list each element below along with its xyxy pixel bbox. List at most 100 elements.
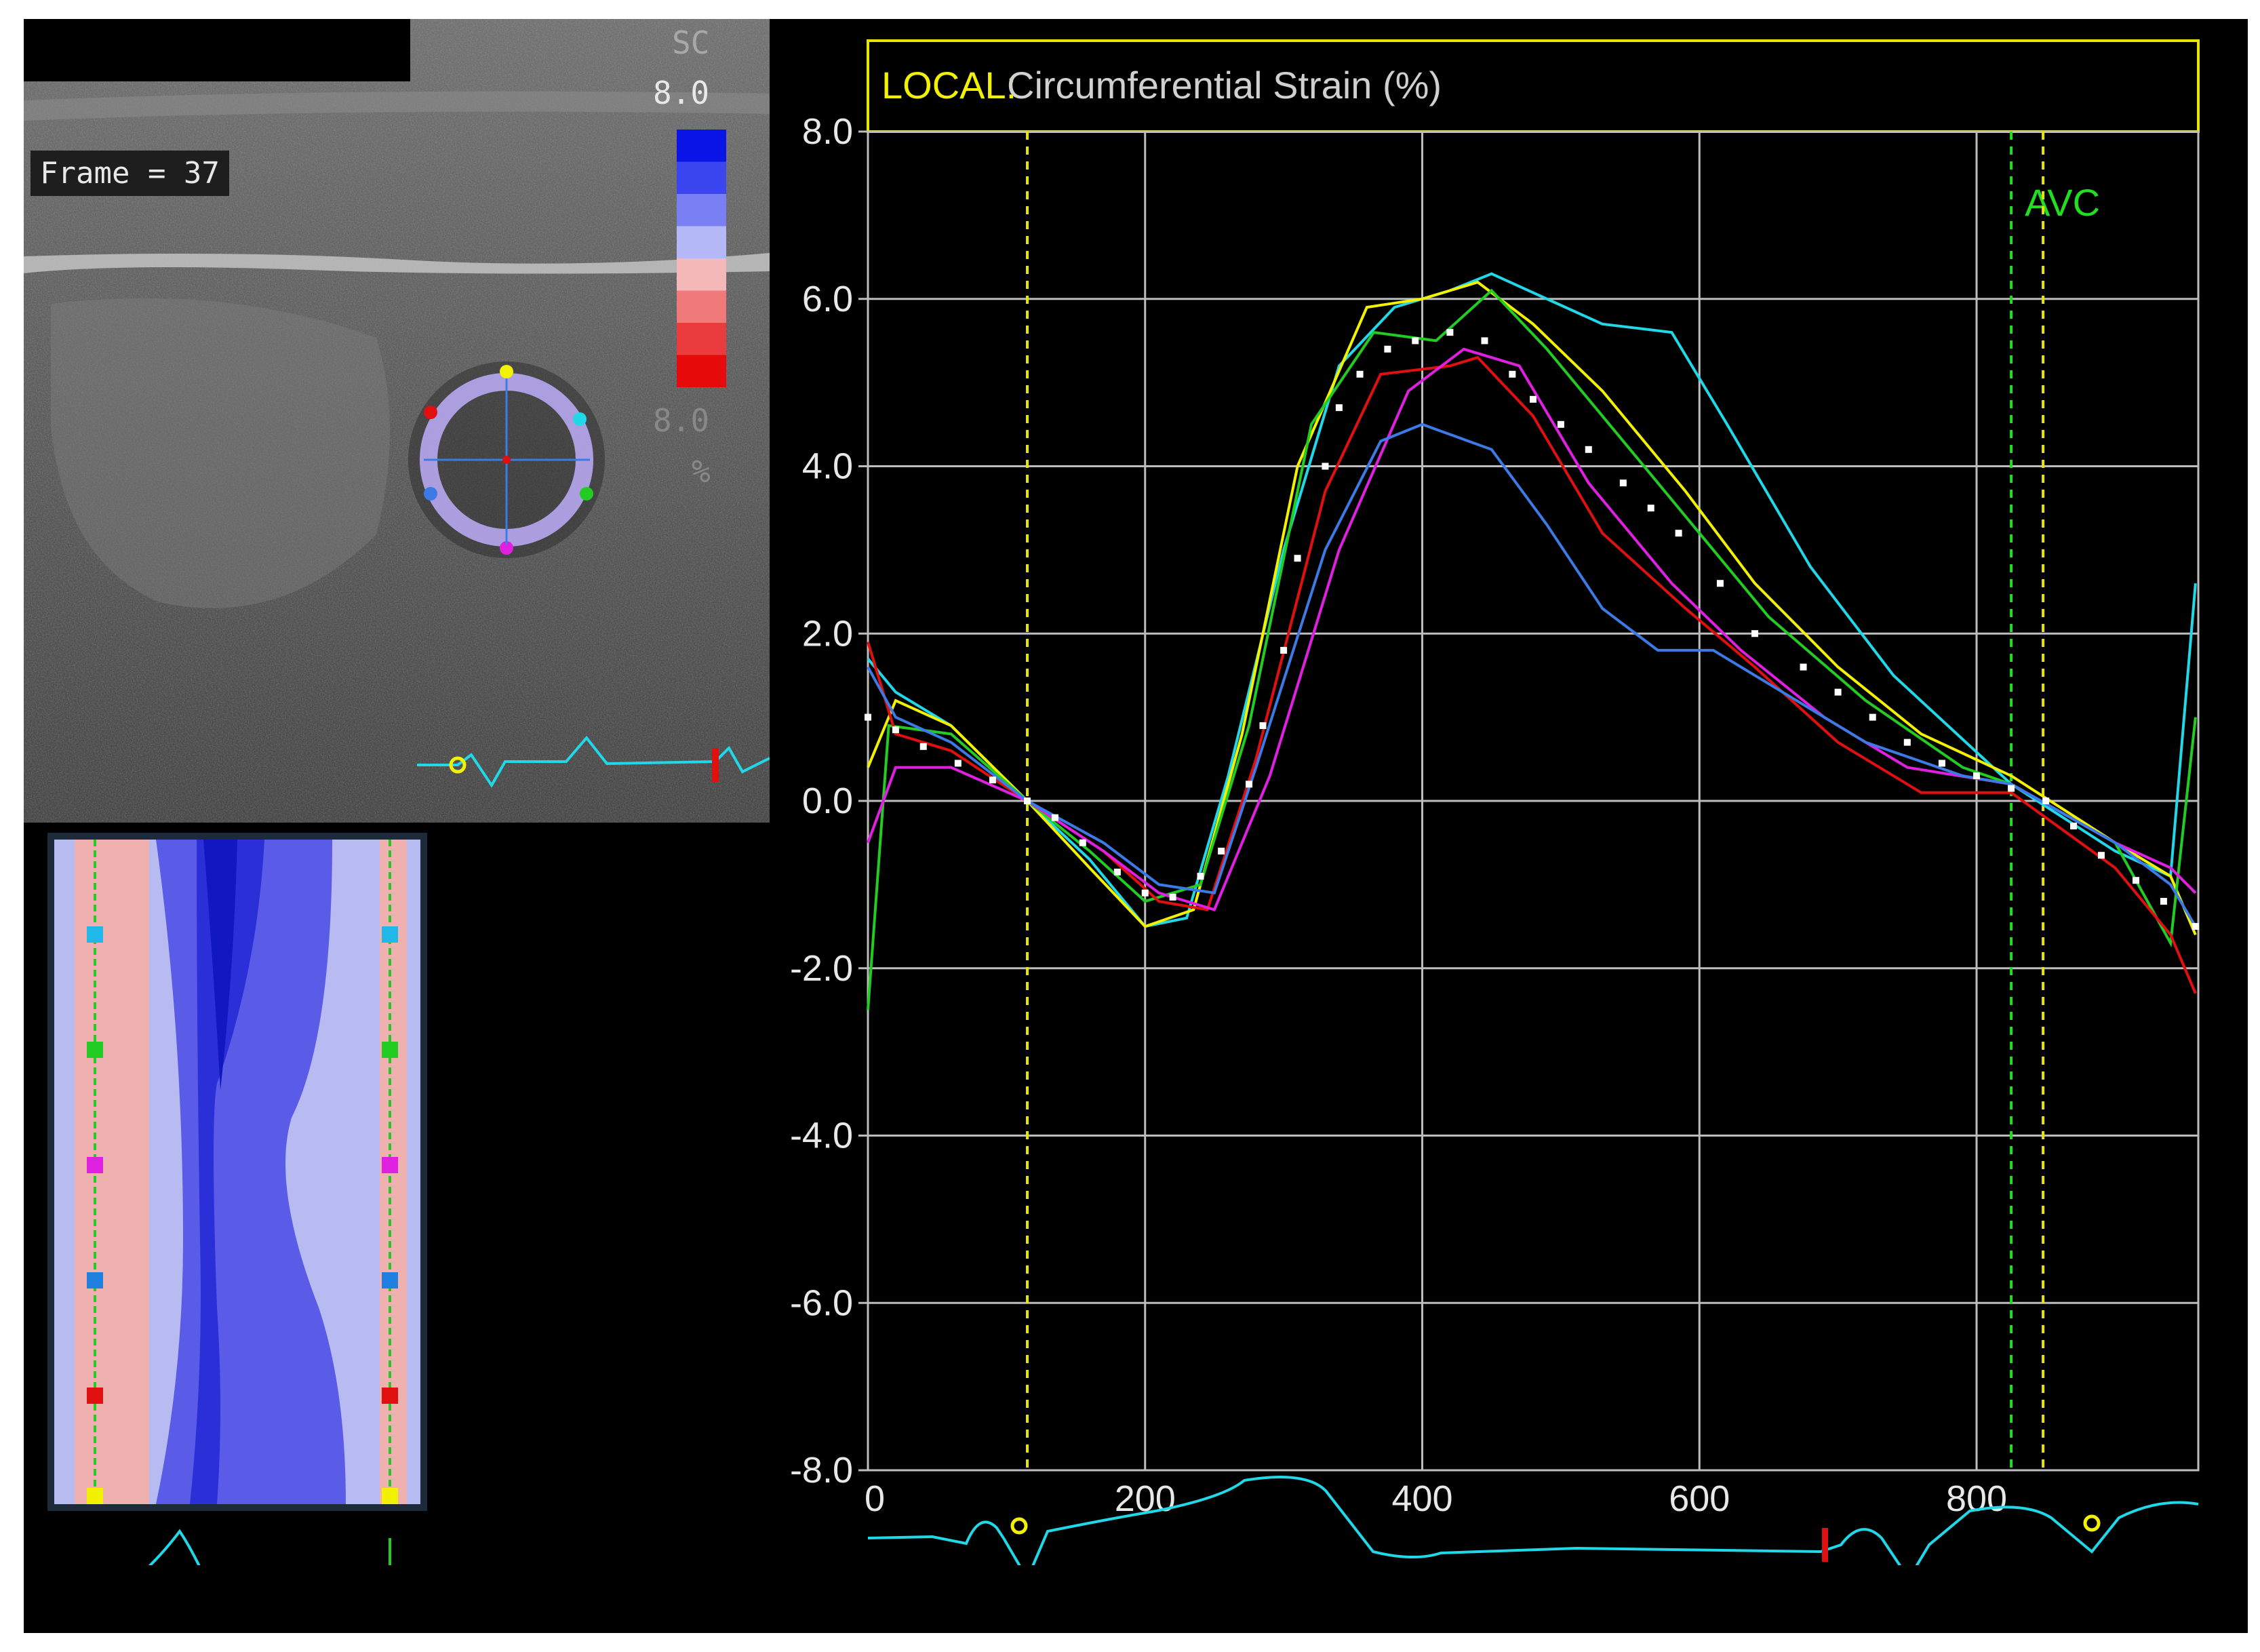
- colorbar-segment: [677, 161, 726, 195]
- average-strain-point: [1294, 555, 1301, 562]
- colorbar-segment: [677, 130, 726, 162]
- y-tick-label: 4.0: [802, 446, 853, 487]
- y-axis-ticks: 8.0 6.0 4.0 2.0 0.0 -2.0 -4.0 -6.0 -8.0: [790, 111, 868, 1491]
- average-strain-point: [1079, 839, 1086, 846]
- average-strain-point: [892, 726, 899, 734]
- mmode-segment-marker: [382, 926, 398, 943]
- strain-chart: LOCAL: Circumferential Strain (%) AVC 8.…: [790, 39, 2200, 1582]
- average-strain-point: [1509, 370, 1516, 378]
- bottom-bar: [24, 1565, 2248, 1633]
- colorbar-segment: [677, 194, 726, 227]
- segment-strain-line: [867, 347, 2197, 911]
- average-strain-point: [1557, 420, 1564, 428]
- ecg-event-marker: [1010, 1517, 1028, 1535]
- chart-title: Circumferential Strain (%): [1007, 64, 1442, 106]
- segment-strain-line: [867, 288, 2197, 1010]
- average-strain-point: [1869, 713, 1876, 721]
- average-strain-point: [1259, 722, 1267, 729]
- y-tick-label: -6.0: [790, 1282, 853, 1323]
- average-strain-point: [2133, 877, 2140, 884]
- mmode-segment-marker: [382, 1388, 398, 1404]
- strain-color-scale: [677, 130, 726, 387]
- chart-title-prefix: LOCAL:: [881, 64, 1016, 106]
- average-strain-point: [1218, 848, 1225, 855]
- chart-grid: [867, 130, 2200, 1472]
- strain-series: [865, 272, 2199, 1010]
- average-strain-point: [1647, 505, 1654, 512]
- average-strain-point: [2192, 923, 2199, 930]
- average-strain-point: [1335, 404, 1343, 412]
- y-tick-label: 6.0: [802, 279, 853, 319]
- mmode-segment-marker: [87, 1388, 103, 1404]
- x-tick-label: 400: [1391, 1478, 1452, 1519]
- scale-max-label: 8.0: [653, 75, 710, 111]
- x-tick-label: 600: [1669, 1478, 1730, 1519]
- average-strain-point: [2070, 823, 2078, 830]
- average-strain-point: [1141, 889, 1149, 897]
- average-strain-point: [2042, 798, 2050, 804]
- average-strain-point: [989, 776, 996, 784]
- chart-ecg-trace: [867, 1476, 2199, 1582]
- mmode-segment-marker: [382, 1488, 398, 1504]
- average-strain-point: [1530, 395, 1537, 403]
- ultrasound-screen: SC 8.0 8.0 % Frame = 37 LOCAL: Circumfer…: [24, 19, 2248, 1633]
- average-strain-point: [954, 760, 962, 767]
- y-tick-label: -4.0: [790, 1116, 853, 1156]
- y-tick-label: -2.0: [790, 948, 853, 989]
- average-strain-point: [1412, 337, 1419, 345]
- mmode-segment-marker: [87, 926, 103, 943]
- average-strain-point: [1113, 868, 1121, 876]
- average-strain-point: [1246, 781, 1253, 788]
- segment-strain-line: [867, 280, 2197, 936]
- average-strain-point: [2160, 898, 2167, 905]
- y-tick-label: -8.0: [790, 1450, 853, 1491]
- chart-title-box: [867, 39, 2200, 133]
- average-strain-series: [865, 329, 2199, 930]
- average-strain-point: [1446, 329, 1454, 336]
- echo-image-panel: SC 8.0 8.0 % Frame = 37: [24, 19, 770, 823]
- colorbar-segment: [677, 290, 726, 323]
- segment-strain-line: [867, 422, 2197, 928]
- frame-label: Frame = 37: [31, 151, 229, 196]
- average-strain-point: [1800, 663, 1807, 671]
- y-tick-label: 2.0: [802, 613, 853, 654]
- average-strain-point: [1751, 630, 1758, 637]
- average-strain-point: [1585, 446, 1592, 453]
- average-strain-point: [1051, 814, 1058, 821]
- average-strain-point: [865, 713, 871, 721]
- curved-mmode-panel: [47, 833, 427, 1511]
- x-axis-ticks: 0 200 400 600 800: [865, 1478, 2007, 1519]
- colorbar-segment: [677, 355, 726, 387]
- mmode-left-tracking-markers: [87, 840, 103, 1504]
- average-strain-point: [1384, 345, 1391, 353]
- sc-label: SC: [672, 24, 710, 61]
- average-strain-point: [1197, 873, 1204, 880]
- x-tick-label: 0: [865, 1478, 885, 1519]
- mmode-segment-marker: [87, 1157, 103, 1173]
- average-strain-point: [1938, 760, 1945, 767]
- mmode-segment-marker: [382, 1157, 398, 1173]
- myocardial-tracking-points: [424, 365, 593, 555]
- ecg-event-marker: [2083, 1514, 2101, 1532]
- average-strain-point: [1716, 580, 1724, 587]
- average-strain-point: [1481, 337, 1488, 345]
- average-strain-point: [1024, 798, 1031, 804]
- mmode-segment-marker: [87, 1488, 103, 1504]
- mmode-segment-marker: [382, 1272, 398, 1289]
- redaction-block: [24, 19, 410, 81]
- ecg-frame-marker: [1822, 1528, 1828, 1562]
- average-strain-point: [1356, 370, 1364, 378]
- average-strain-point: [1973, 772, 1980, 779]
- colorbar-segment: [677, 323, 726, 355]
- avc-label: AVC: [2025, 181, 2100, 224]
- average-strain-point: [1675, 530, 1682, 537]
- curved-mmode-image: [47, 833, 427, 1511]
- y-tick-label: 8.0: [802, 111, 853, 152]
- mmode-segment-marker: [87, 1272, 103, 1289]
- average-strain-point: [1169, 893, 1176, 901]
- average-strain-point: [2097, 852, 2105, 859]
- mmode-segment-marker: [87, 1042, 103, 1058]
- event-markers: AVC: [1026, 132, 2100, 1470]
- scale-min-label: 8.0: [653, 402, 710, 439]
- scale-unit-label: %: [692, 453, 711, 490]
